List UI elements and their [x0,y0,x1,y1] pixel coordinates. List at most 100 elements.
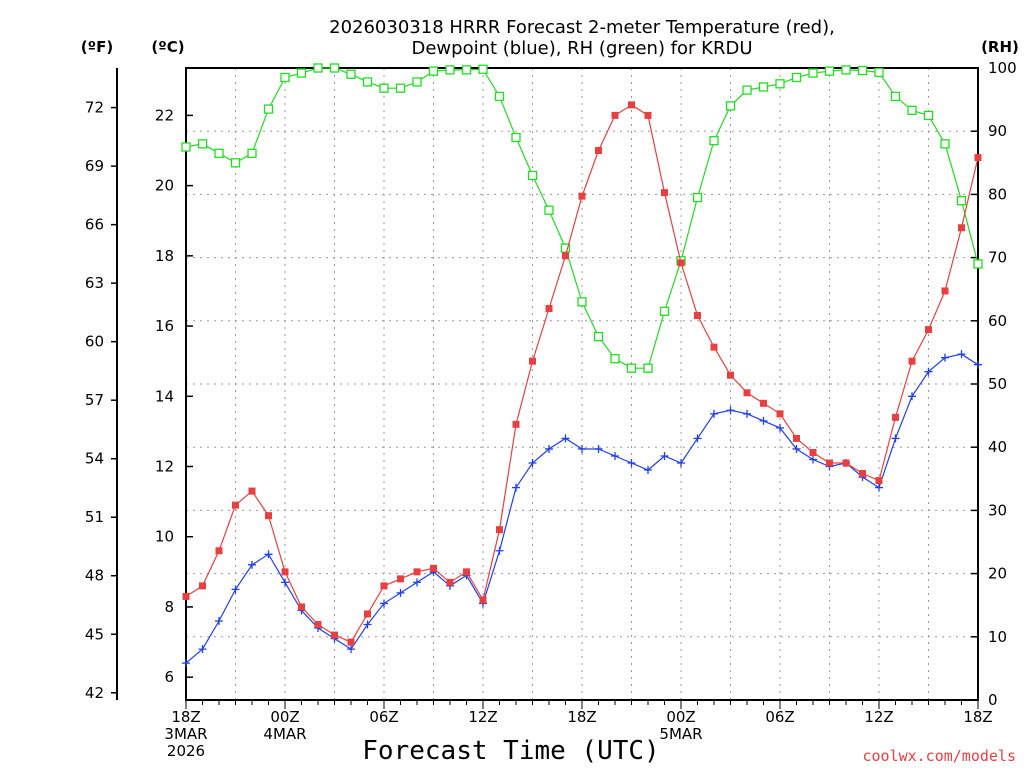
rh-point [725,101,736,111]
celsius-tick-label: 8 [164,598,174,616]
x-axis-title: Forecast Time (UTC) [362,736,659,766]
dewpoint-point [710,409,718,418]
dewpoint-point [231,585,240,594]
rh-point [742,85,752,95]
rh-tick-label: 40 [988,438,1007,456]
rh-tick-label: 0 [988,691,998,709]
dewpoint-point [512,483,520,492]
x-tick-label: 00Z [666,708,695,726]
temperature-point [743,389,751,397]
dewpoint-point [198,645,207,654]
rh-point [181,142,191,152]
rh-point [692,192,703,203]
temperature-point [611,111,619,119]
rh-tick-label: 100 [988,59,1017,77]
rh-unit-label: (RH) [981,38,1019,56]
dewpoint-point [809,455,817,464]
fahrenheit-tick-label: 48 [85,567,104,585]
x-tick-label: 3MAR [164,725,207,743]
celsius-unit-label: (ºC) [151,38,184,56]
rh-tick-label: 30 [988,501,1007,519]
rh-point [857,65,868,76]
temperature-point [562,252,569,260]
temperature-point [446,578,454,586]
rh-point [527,170,538,181]
rh-tick-label: 20 [988,565,1007,583]
chart-title-line1: 2026030318 HRRR Forecast 2-meter Tempera… [329,17,835,38]
temperature-point [941,287,949,295]
rh-point [214,148,224,158]
dewpoint-point [693,434,702,443]
rh-point [197,139,208,149]
rh-point [230,158,241,168]
fahrenheit-tick-label: 69 [85,157,104,175]
chart-title-line2: Dewpoint (blue), RH (green) for KRDU [411,38,752,59]
rh-point [874,67,884,78]
rh-point [346,69,356,79]
temperature-point [628,101,635,109]
rh-point [775,79,785,89]
temperature-point [248,487,256,495]
x-tick-label: 06Z [369,708,398,726]
dewpoint-point [578,444,586,453]
temperature-point [545,305,553,313]
dewpoint-point [545,444,553,453]
rh-point [923,110,934,121]
x-tick-label: 5MAR [659,725,702,743]
temperature-point [331,631,338,639]
dewpoint-point [941,353,949,362]
rh-point [511,132,521,143]
dewpoint-point [677,459,685,467]
rh-tick-label: 10 [988,628,1007,646]
rh-point [560,243,571,253]
rh-point [313,63,323,73]
dewpoint-point [363,620,372,629]
tick-labels: 4245485154576063666972681012141618202201… [85,59,1017,760]
rh-point [577,297,587,307]
x-tick-label: 00Z [270,708,299,726]
dewpoint-point [215,617,223,625]
temperature-point [298,603,305,611]
temperature-point [512,420,520,428]
temperature-point [809,448,817,456]
rh-tick-label: 60 [988,312,1007,330]
temperature-point [958,224,965,232]
dewpoint-point [776,423,784,432]
rh-point [626,363,637,373]
rh-tick-label: 50 [988,375,1007,393]
dewpoint-point [528,459,537,467]
temperature-point [892,413,899,421]
temperature-point [974,154,982,162]
rh-point [956,196,967,206]
dewpoint-point [660,451,669,460]
rh-point [610,354,620,364]
dewpoint-point [380,599,388,608]
rh-point [824,66,835,76]
rh-point [659,306,670,316]
temperature-point [232,501,239,509]
temperature-point [199,582,206,590]
celsius-tick-label: 16 [155,317,174,335]
rh-point [841,65,851,75]
temperature-point [314,621,322,629]
temperature-point [727,371,734,379]
dewpoint-point [792,444,801,453]
rh-point [461,65,472,75]
fahrenheit-tick-label: 66 [85,216,104,234]
rh-point [758,82,769,92]
rh-point [379,83,389,93]
credit-link[interactable]: coolwx.com/models [862,747,1016,765]
rh-point [593,331,604,342]
temperature-point [925,326,932,334]
temperature-point [595,147,602,155]
rh-point [544,205,554,215]
dewpoint-point [611,451,619,460]
rh-point [329,63,340,73]
temperature-point [380,582,388,590]
temperature-point [347,638,355,646]
rh-point [263,104,274,114]
x-tick-label: 2026 [167,742,205,760]
series-layer [181,63,983,668]
temperature-point [908,357,916,365]
temperature-point [826,459,833,467]
